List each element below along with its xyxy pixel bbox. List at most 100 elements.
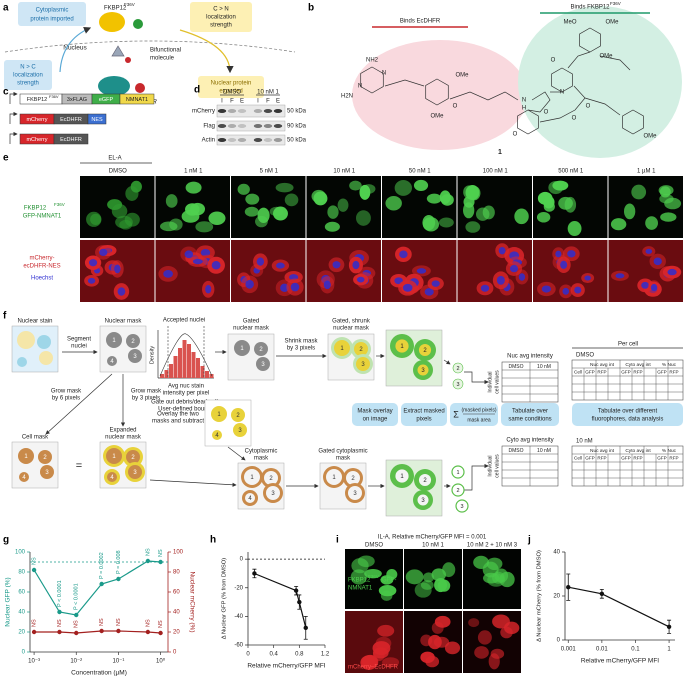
y-axis-label: Δ Nuclear mCherry (% from DMSO) xyxy=(537,550,543,642)
histogram-bar xyxy=(187,344,191,378)
significance-label: NS xyxy=(145,619,151,627)
nucleus xyxy=(356,276,365,283)
label: 10 nM xyxy=(537,364,551,370)
nucleus xyxy=(480,284,490,292)
label: eGFP xyxy=(99,97,114,103)
data-point xyxy=(303,625,308,631)
label: N xyxy=(358,84,362,90)
construct-part xyxy=(87,113,107,125)
x-tick-label: 10⁻³ xyxy=(28,659,40,665)
mask-object xyxy=(38,450,52,464)
label: mask xyxy=(336,456,351,462)
blot-band xyxy=(253,124,263,128)
cell xyxy=(564,196,577,213)
label: O xyxy=(586,104,591,110)
label: Cell xyxy=(574,456,582,461)
mask-object xyxy=(212,430,222,440)
cell xyxy=(337,198,349,212)
cell xyxy=(477,630,492,645)
label: O xyxy=(572,116,577,122)
label: OMe xyxy=(455,73,469,79)
label: GFP xyxy=(621,370,630,375)
cell xyxy=(385,196,402,211)
y-tick-label: 40 xyxy=(553,550,560,556)
label: GFP xyxy=(621,456,630,461)
y-tick-label: 100 xyxy=(173,550,184,556)
nucleus xyxy=(192,258,203,265)
label: F xyxy=(230,99,234,105)
cell-id: 1 xyxy=(456,470,459,476)
label: N xyxy=(560,90,564,96)
label: Nucleus xyxy=(63,45,87,52)
label: Gated cytoplasmic xyxy=(318,449,367,455)
label: Mask overlay xyxy=(357,409,392,415)
nucleus xyxy=(402,283,413,292)
y-tick-label: 80 xyxy=(173,570,180,576)
cell xyxy=(130,180,142,193)
cell-id: 4 xyxy=(110,359,114,365)
cell xyxy=(327,205,339,219)
cell-id: 2 xyxy=(43,455,47,461)
label: (masked pixels) xyxy=(461,407,496,413)
label: FKBP12 xyxy=(348,578,371,584)
nucleus xyxy=(641,281,650,289)
cell xyxy=(567,220,582,237)
blot-band xyxy=(263,124,273,128)
label: same conditions xyxy=(508,417,551,423)
cell-id: 3 xyxy=(238,428,242,434)
mask-panel xyxy=(204,399,252,447)
histogram-bar xyxy=(169,364,173,378)
y-tick-label: -20 xyxy=(234,585,243,591)
data-point xyxy=(297,599,302,605)
histogram-bar xyxy=(160,374,164,378)
cell xyxy=(350,569,368,585)
label: Hoechst xyxy=(31,276,53,282)
nucleus xyxy=(560,260,568,269)
label: H2N xyxy=(341,94,353,100)
nucleus xyxy=(332,261,341,269)
label: DMSO xyxy=(109,169,127,175)
shape xyxy=(395,469,409,483)
label: 3xFLAG xyxy=(67,97,87,103)
x-tick-label: 1.2 xyxy=(321,652,330,658)
cell xyxy=(380,590,393,601)
data-point xyxy=(57,629,62,635)
label: intensity per pixel xyxy=(163,391,209,397)
label: NH2 xyxy=(366,58,379,64)
cell-id: 2 xyxy=(131,455,135,461)
cell xyxy=(425,655,440,668)
histogram-bar xyxy=(173,356,178,378)
nucleus xyxy=(615,273,625,279)
label: O xyxy=(544,110,549,116)
label: RFP xyxy=(633,370,642,375)
nucleus xyxy=(114,264,121,274)
x-tick-label: 0.01 xyxy=(596,647,608,653)
label: 90 kDa xyxy=(287,124,307,130)
label: nuclei xyxy=(71,344,87,350)
blot-band xyxy=(237,138,247,142)
connector xyxy=(227,446,246,461)
label: RFP xyxy=(597,370,606,375)
shape xyxy=(37,335,51,349)
data-point xyxy=(145,629,151,635)
cell xyxy=(482,205,495,220)
y-tick-label: 20 xyxy=(173,630,180,636)
significance-label: NS xyxy=(116,618,122,626)
cell-id: 4 xyxy=(110,475,114,481)
ring xyxy=(517,109,539,135)
box xyxy=(190,2,252,32)
label: 10 nM 1 xyxy=(422,543,444,549)
bond xyxy=(449,91,519,101)
label: OMe xyxy=(643,134,657,140)
cell xyxy=(349,180,362,191)
label: DMSO xyxy=(223,90,241,96)
label: mCherry xyxy=(26,117,47,123)
series-line xyxy=(34,630,161,634)
cell-id: 1 xyxy=(250,475,254,481)
mask-object xyxy=(126,450,140,464)
panel-letter: g xyxy=(3,535,9,546)
label: localization xyxy=(206,15,236,21)
data-point xyxy=(145,558,151,564)
y-tick-label: -60 xyxy=(234,643,243,649)
nucleus xyxy=(245,279,254,289)
